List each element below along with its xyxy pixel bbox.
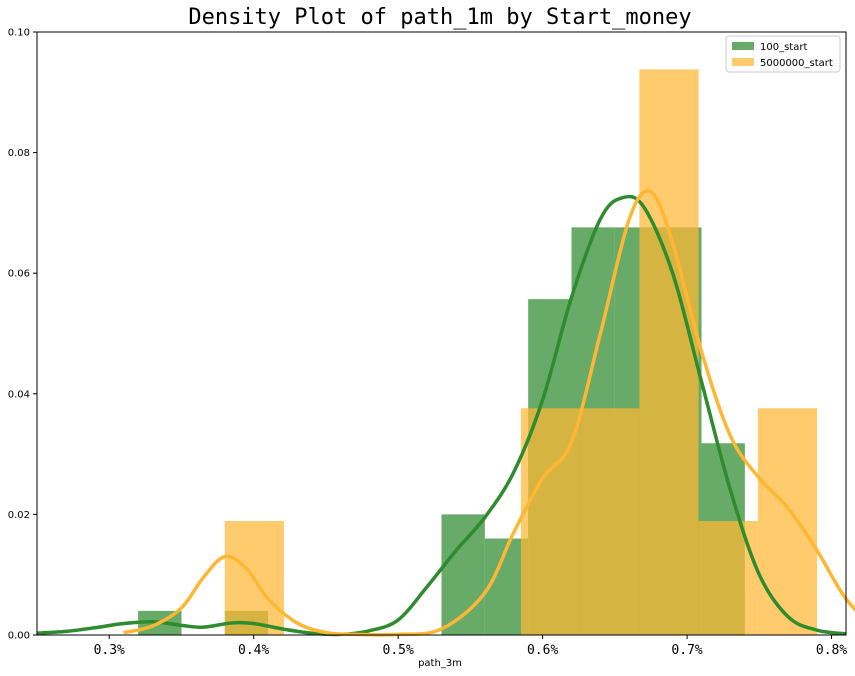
x-axis-label: path_3m	[418, 658, 462, 669]
y-axis: 0.00 0.02 0.04 0.06 0.08 0.10	[8, 28, 37, 642]
x-tick-label: 0.3%	[94, 643, 125, 658]
y-tick-label: 0.00	[8, 631, 30, 642]
x-tick-label: 0.7%	[671, 643, 702, 658]
y-tick-label: 0.10	[8, 28, 30, 39]
x-tick-label: 0.6%	[527, 643, 558, 658]
kde-line-5000000_start	[123, 189, 855, 637]
legend-label: 100_start	[760, 42, 807, 53]
y-tick-label: 0.06	[8, 269, 30, 280]
y-tick-label: 0.08	[8, 148, 30, 159]
bar-5000000_start-2	[580, 408, 640, 635]
density-curves	[36, 189, 855, 637]
y-tick-label: 0.02	[8, 510, 30, 521]
chart-title: Density Plot of path_1m by Start_money	[188, 5, 691, 30]
bar-5000000_start-5	[757, 408, 818, 635]
legend-label: 5000000_start	[760, 58, 833, 69]
x-tick-label: 0.5%	[383, 643, 414, 658]
bar-5000000_start-4	[698, 521, 758, 635]
y-tick-label: 0.04	[8, 389, 30, 400]
kde-line-100_start	[36, 194, 847, 637]
bar-5000000_start-3	[639, 69, 699, 636]
legend-box	[725, 35, 841, 73]
x-tick-label: 0.8%	[816, 643, 847, 658]
x-axis: 0.3% 0.4% 0.5% 0.6% 0.7% 0.8%	[94, 635, 847, 658]
histogram-bars	[138, 69, 818, 636]
x-tick-label: 0.4%	[238, 643, 269, 658]
plot-area-frame	[36, 31, 847, 636]
legend-swatch	[732, 58, 754, 66]
legend-swatch	[732, 42, 754, 50]
legend: 100_start 5000000_start	[725, 35, 841, 73]
